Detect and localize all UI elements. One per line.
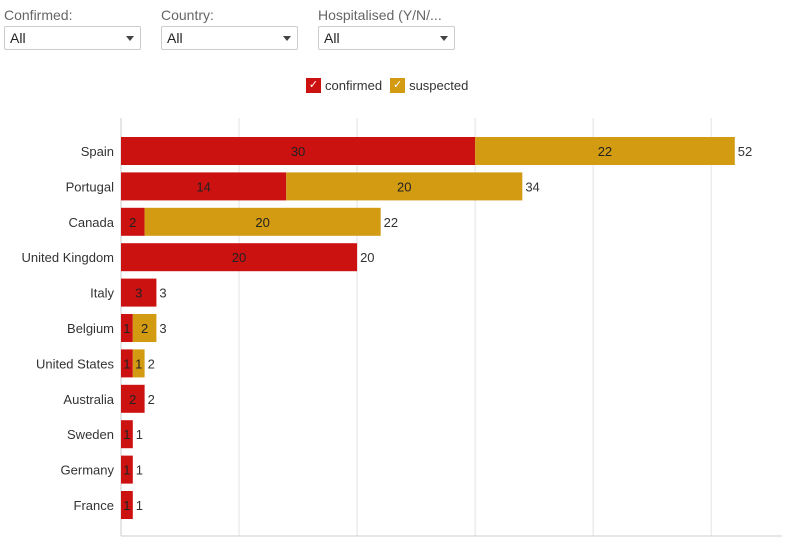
- chevron-down-icon: [283, 36, 291, 41]
- data-label-confirmed: 1: [123, 321, 130, 336]
- category-tick-label: Spain: [81, 144, 114, 159]
- bar-confirmed: [121, 243, 358, 272]
- data-label-suspected: 20: [397, 179, 411, 194]
- hospitalised-filter: Hospitalised (Y/N/... All: [318, 6, 455, 50]
- country-filter-value: All: [167, 30, 183, 46]
- data-label-suspected: 2: [141, 321, 148, 336]
- category-tick-label: France: [74, 498, 114, 513]
- bar-confirmed: [121, 137, 476, 165]
- total-label: 1: [136, 498, 143, 513]
- data-label-suspected: 20: [255, 215, 269, 230]
- checkbox-icon: ✓: [306, 78, 321, 93]
- category-tick-label: Portugal: [66, 179, 115, 194]
- bar-confirmed: [121, 172, 287, 201]
- legend-item-confirmed[interactable]: ✓ confirmed: [306, 78, 382, 93]
- data-label-suspected: 22: [598, 144, 612, 159]
- total-label: 22: [384, 215, 398, 230]
- data-label-confirmed: 30: [291, 144, 305, 159]
- category-tick-label: United States: [36, 356, 115, 371]
- data-label-suspected: 1: [135, 356, 142, 371]
- bar-confirmed: [121, 420, 133, 449]
- bar-confirmed: [121, 349, 133, 378]
- checkbox-icon: ✓: [390, 78, 406, 93]
- category-tick-label: Germany: [61, 463, 115, 478]
- total-label: 2: [148, 392, 155, 407]
- data-label-confirmed: 20: [232, 250, 246, 265]
- bar-suspected: [144, 207, 381, 236]
- bar-suspected: [475, 137, 735, 165]
- country-filter-label: Country:: [161, 7, 214, 23]
- confirmed-filter-value: All: [10, 30, 26, 46]
- category-tick-label: Australia: [63, 392, 114, 407]
- hospitalised-filter-select[interactable]: All: [318, 26, 455, 50]
- legend-label-confirmed: confirmed: [325, 78, 383, 93]
- legend-label-suspected: suspected: [409, 78, 469, 93]
- bar-suspected: [132, 349, 145, 378]
- data-label-confirmed: 1: [123, 463, 130, 478]
- bar-confirmed: [121, 207, 145, 236]
- total-label: 1: [136, 427, 143, 442]
- hospitalised-filter-label: Hospitalised (Y/N/...: [318, 7, 442, 23]
- total-label: 34: [525, 179, 539, 194]
- total-label: 20: [360, 250, 374, 265]
- total-label: 1: [136, 463, 143, 478]
- bar-confirmed: [121, 384, 145, 413]
- confirmed-filter: Confirmed: All: [4, 6, 141, 50]
- category-tick-label: United Kingdom: [22, 250, 115, 265]
- category-tick-label: Italy: [90, 286, 114, 301]
- chevron-down-icon: [126, 36, 134, 41]
- chart-legend: ✓ confirmed ✓ suspected: [306, 78, 476, 93]
- bar-confirmed: [121, 455, 133, 484]
- bar-confirmed: [121, 491, 133, 519]
- confirmed-filter-select[interactable]: All: [4, 26, 141, 50]
- data-label-confirmed: 14: [196, 179, 210, 194]
- category-tick-label: Belgium: [67, 321, 114, 336]
- data-label-confirmed: 3: [135, 286, 142, 301]
- bar-suspected: [132, 314, 157, 342]
- data-label-confirmed: 1: [123, 427, 130, 442]
- total-label: 3: [159, 286, 166, 301]
- data-label-confirmed: 1: [123, 498, 130, 513]
- data-label-confirmed: 2: [129, 215, 136, 230]
- total-label: 2: [148, 356, 155, 371]
- hospitalised-filter-value: All: [324, 30, 340, 46]
- country-filter-select[interactable]: All: [161, 26, 298, 50]
- country-filter: Country: All: [161, 6, 298, 50]
- data-label-confirmed: 2: [129, 392, 136, 407]
- category-tick-label: Sweden: [67, 427, 114, 442]
- bar-confirmed: [121, 314, 133, 342]
- confirmed-filter-label: Confirmed:: [4, 7, 73, 23]
- data-label-confirmed: 1: [123, 356, 130, 371]
- bar-suspected: [286, 172, 523, 201]
- total-label: 52: [738, 144, 752, 159]
- bar-confirmed: [121, 278, 157, 307]
- category-tick-label: Canada: [68, 215, 114, 230]
- total-label: 3: [159, 321, 166, 336]
- legend-item-suspected[interactable]: ✓ suspected: [390, 78, 468, 93]
- chevron-down-icon: [440, 36, 448, 41]
